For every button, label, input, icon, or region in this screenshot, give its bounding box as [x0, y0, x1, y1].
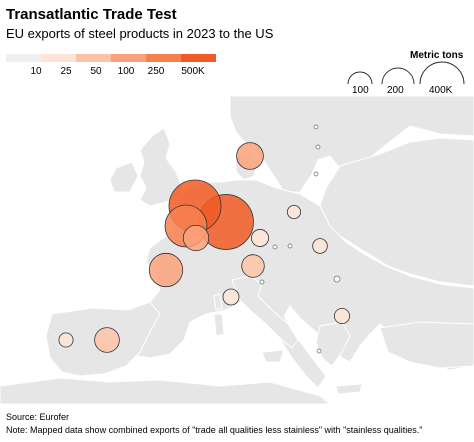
size-legend-arcs — [347, 61, 465, 85]
bubble-portugal — [58, 332, 74, 348]
land-corsica — [213, 293, 223, 311]
marker-latvia — [315, 144, 321, 150]
bubble-france — [148, 252, 184, 288]
chart-subtitle: EU exports of steel products in 2023 to … — [6, 26, 274, 41]
size-legend: 100 200 400K — [340, 60, 470, 100]
land-crete — [335, 383, 363, 395]
size-legend-label: 400K — [429, 85, 453, 96]
land-britain — [139, 127, 183, 207]
land-sardinia — [213, 313, 225, 337]
small-markers — [259, 124, 341, 354]
size-legend-label: 100 — [352, 85, 369, 96]
color-scale-step — [181, 54, 216, 62]
color-scale-label: 50 — [90, 66, 102, 77]
bubble-slovenia — [333, 307, 351, 325]
marker-greece — [316, 348, 322, 354]
color-scale-step — [41, 54, 76, 62]
bubble-luxembourg — [182, 224, 210, 252]
color-scale-step — [6, 54, 41, 62]
marker-croatia — [259, 279, 265, 285]
bubble-poland — [286, 204, 302, 220]
land-ireland — [109, 161, 139, 193]
color-scale-step — [146, 54, 181, 62]
size-legend-title: Metric tons — [410, 50, 464, 61]
marker-lithuania — [313, 171, 319, 177]
size-legend-arc — [347, 71, 373, 85]
marker-estonia — [313, 124, 319, 130]
marker-romania — [333, 275, 341, 283]
land-greece — [315, 321, 351, 367]
bubble-spain — [94, 327, 120, 353]
bubble-denmark — [236, 142, 264, 170]
bubble-italy — [241, 254, 265, 278]
color-scale-label: 10 — [30, 66, 42, 77]
footnote: Note: Mapped data show combined exports … — [6, 425, 423, 435]
source-note: Source: Eurofer — [6, 412, 70, 422]
size-legend-arc — [419, 61, 465, 85]
bubble-bulgaria — [312, 238, 328, 254]
data-bubbles — [58, 142, 351, 353]
color-scale-step — [111, 54, 146, 62]
color-scale-label: 25 — [60, 66, 72, 77]
bubble-czechia — [251, 229, 269, 247]
marker-hungary-2 — [287, 243, 293, 249]
color-scale-label: 500K — [181, 66, 205, 77]
land-north-africa — [0, 377, 331, 404]
color-scale-label: 250 — [147, 66, 165, 77]
size-legend-label: 200 — [387, 85, 404, 96]
land-turkey — [379, 321, 474, 369]
marker-hungary — [272, 244, 278, 250]
land-shapes — [0, 96, 474, 404]
color-scale — [6, 54, 216, 68]
chart-title: Transatlantic Trade Test — [6, 6, 177, 23]
size-legend-arc — [381, 67, 415, 85]
bubble-austria — [222, 288, 240, 306]
color-scale-step — [76, 54, 111, 62]
europe-map — [0, 96, 474, 404]
color-scale-label: 100 — [117, 66, 135, 77]
land-sicily — [261, 349, 285, 363]
